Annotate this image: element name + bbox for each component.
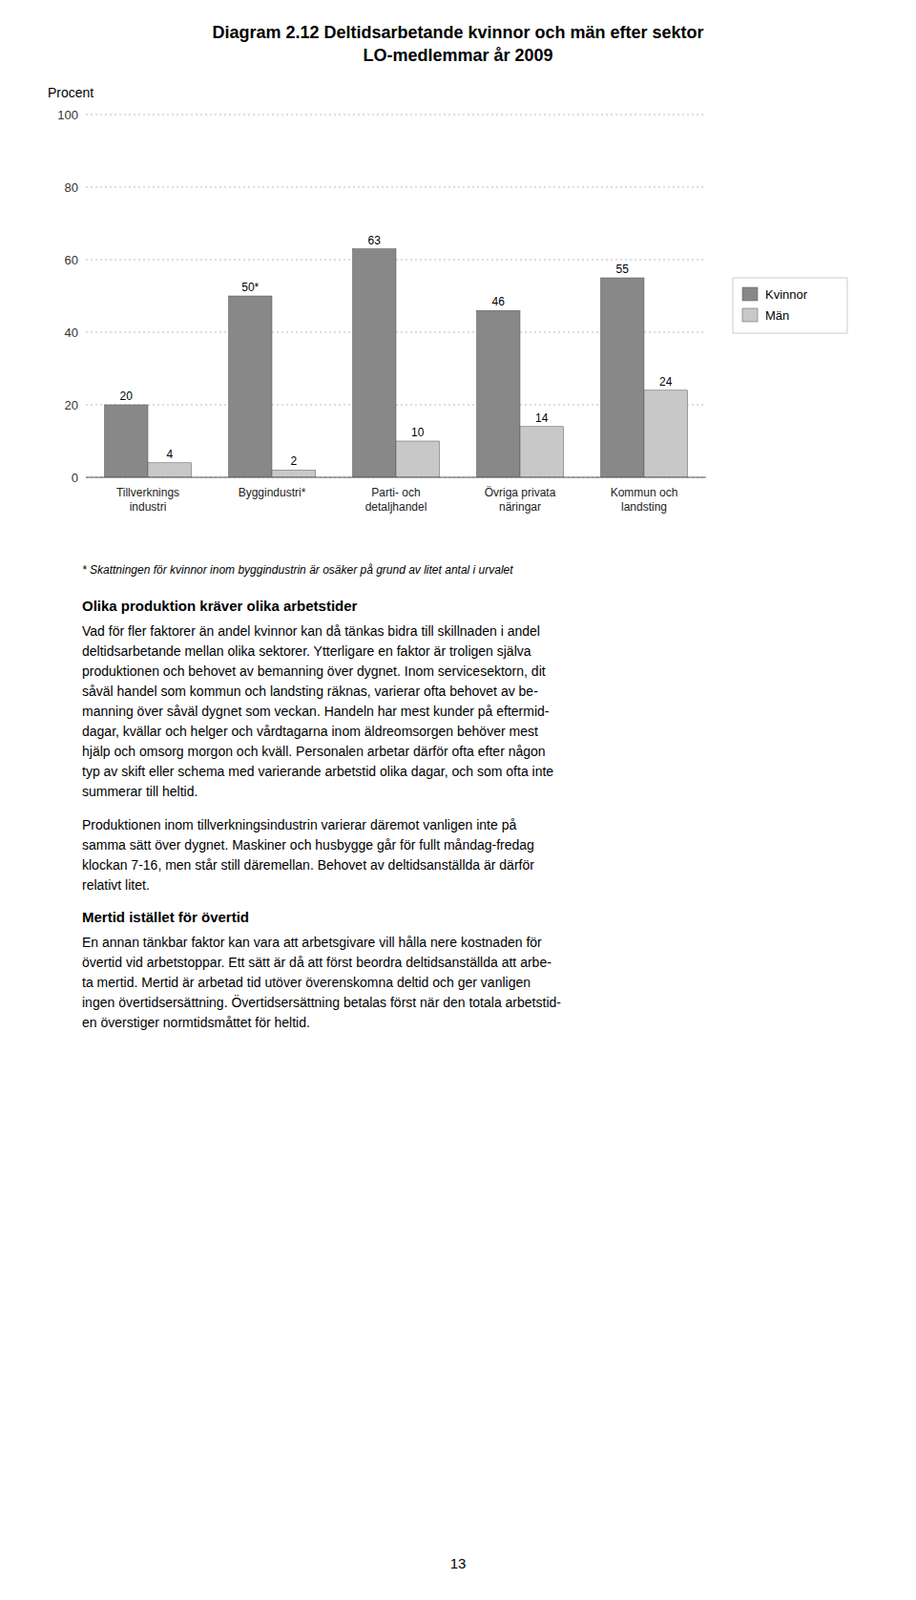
text-body: * Skattningen för kvinnor inom byggindus… — [82, 562, 875, 1046]
paragraph: En annan tänkbar faktor kan vara att arb… — [82, 932, 875, 1033]
data-label: 46 — [492, 294, 506, 309]
x-tick-label: Parti- ochdetaljhandel — [365, 485, 428, 514]
data-label: 4 — [166, 447, 173, 461]
data-label: 2 — [290, 454, 297, 468]
text-line: såväl handel som kommun och landsting rä… — [82, 681, 875, 702]
grid-line — [85, 477, 707, 479]
y-tick-label: 80 — [64, 180, 79, 195]
x-tick-label: Byggindustri* — [238, 485, 307, 500]
text-line: dagar, kvällar och helger och vårdtagarn… — [82, 721, 875, 742]
section-heading: Olika produktion kräver olika arbetstide… — [82, 597, 875, 614]
x-tick-label-line: Parti- och — [371, 485, 420, 500]
text-line: manning över såväl dygnet som veckan. Ha… — [82, 701, 875, 722]
section: Olika produktion kräver olika arbetstide… — [82, 597, 875, 896]
data-labels: 20 50* 63 46 55 4 2 10 14 24 — [120, 233, 673, 469]
data-label: 10 — [411, 425, 425, 439]
data-label: 14 — [535, 411, 549, 425]
grid-line — [85, 114, 707, 116]
text-line: relativt litet. — [82, 874, 875, 896]
bar — [147, 462, 192, 478]
subtitle: LO-medlemmar år 2009 — [362, 45, 553, 65]
text-line: övertid vid arbetstoppar. Ett sätt är då… — [82, 952, 875, 973]
legend-label: Kvinnor — [765, 287, 809, 302]
bar — [477, 310, 521, 478]
text-line: summerar till heltid. — [82, 781, 875, 802]
x-tick-label-line: Tillverknings — [116, 485, 180, 500]
data-label: 24 — [659, 374, 673, 389]
paragraph: Produktionen inom tillverkningsindustrin… — [82, 814, 875, 896]
bar — [601, 277, 646, 478]
x-tick-label-line: landsting — [621, 499, 667, 514]
bar — [353, 249, 397, 478]
y-tick-label: 60 — [64, 252, 79, 268]
x-tick-label-line: Byggindustri* — [238, 485, 307, 500]
bar — [395, 440, 440, 478]
text-line: hjälp och omsorg morgon och kväll. Perso… — [82, 741, 875, 762]
text-line: En annan tänkbar faktor kan vara att arb… — [82, 932, 875, 953]
text-line: Vad för fler faktorer än andel kvinnor k… — [82, 621, 875, 642]
section: Mertid istället för övertid En annan tänk… — [82, 908, 875, 1033]
text-line: klockan 7-16, men står still däremellan.… — [82, 854, 875, 875]
y-tick-label: 40 — [64, 325, 79, 340]
text-line: typ av skift eller schema med varierande… — [82, 761, 875, 782]
x-tick-label-line: industri — [129, 499, 167, 514]
text-line: samma sätt över dygnet. Maskiner och hus… — [82, 834, 875, 855]
data-label: 63 — [368, 233, 382, 248]
text-line: en överstiger normtidsmåttet för heltid. — [82, 1012, 875, 1033]
grid-line — [85, 187, 707, 188]
bar — [229, 295, 273, 478]
data-label: 20 — [120, 389, 134, 403]
text-line: ta mertid. Mertid är arbetad tid utöver … — [82, 972, 875, 993]
text-line: deltidsarbetande mellan olika sektorer. … — [82, 641, 875, 662]
text-line: ingen övertidsersättning. Övertidsersätt… — [82, 992, 875, 1013]
data-label: 50* — [241, 280, 259, 294]
bar — [520, 426, 564, 478]
legend-frame — [732, 277, 848, 334]
x-tick-label: Kommun ochlandsting — [610, 485, 679, 514]
y-tick-label: 20 — [64, 397, 79, 413]
y-tick-label: 100 — [57, 107, 79, 123]
x-axis-line — [85, 477, 707, 479]
legend-label: Män — [765, 308, 790, 323]
y-axis-label: Procent — [47, 84, 94, 101]
title: Diagram 2.12 Deltidsarbetande kvinnor oc… — [211, 22, 704, 42]
data-label: 55 — [616, 262, 630, 276]
x-tick-label-line: näringar — [499, 499, 542, 514]
x-tick-label: Övriga privatanäringar — [484, 485, 557, 514]
legend: Kvinnor Män — [732, 277, 848, 334]
text-line: Produktionen inom tillverkningsindustrin… — [82, 814, 875, 835]
x-tick-label: Tillverkningsindustri — [116, 485, 180, 514]
bars — [104, 249, 688, 478]
footnote: * Skattningen för kvinnor inom byggindus… — [82, 562, 875, 577]
chart: Diagram 2.12 Deltidsarbetande kvinnor oc… — [0, 0, 916, 554]
legend-swatch — [742, 308, 758, 322]
paragraph: Vad för fler faktorer än andel kvinnor k… — [82, 621, 875, 802]
bar — [644, 390, 688, 478]
bar — [104, 404, 149, 478]
text-line: produktionen och behovet av bemanning öv… — [82, 661, 875, 682]
x-tick-label-line: Övriga privata — [484, 485, 557, 500]
section-heading: Mertid istället för övertid — [82, 908, 875, 925]
x-tick-label-line: Kommun och — [610, 485, 679, 500]
x-tick-label-line: detaljhandel — [365, 499, 428, 514]
y-tick-label: 0 — [71, 470, 79, 485]
legend-swatch — [742, 287, 758, 301]
page-number: 13 — [0, 1554, 916, 1571]
bar — [271, 469, 316, 478]
